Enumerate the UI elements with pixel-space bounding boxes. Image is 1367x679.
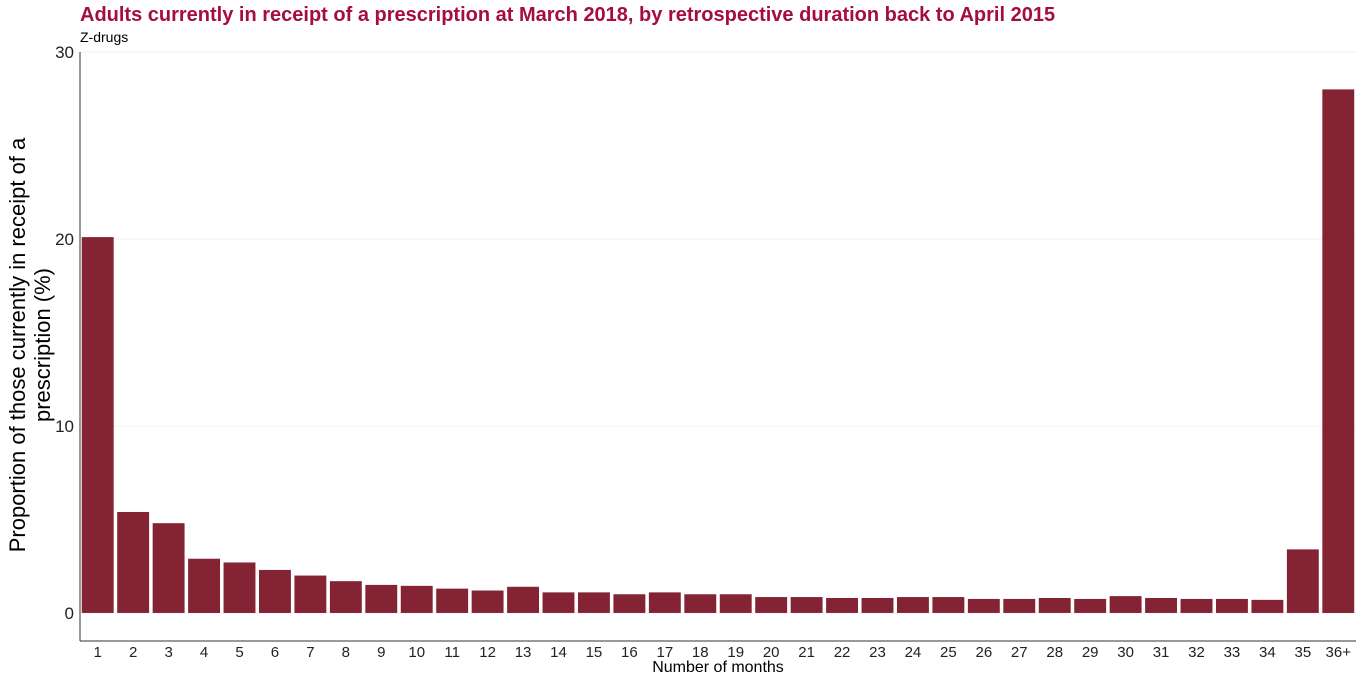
x-tick-label-13: 13 bbox=[515, 644, 532, 661]
x-tick-label-35: 35 bbox=[1294, 644, 1311, 661]
x-tick-label-18: 18 bbox=[692, 644, 709, 661]
x-tick-label-11: 11 bbox=[444, 644, 460, 661]
bar-21 bbox=[790, 597, 823, 613]
bar-3 bbox=[152, 523, 185, 613]
bar-8 bbox=[329, 581, 362, 613]
y-tick-label-30: 30 bbox=[55, 43, 74, 62]
bar-6 bbox=[258, 569, 291, 613]
bar-20 bbox=[755, 597, 788, 613]
x-tick-label-1: 1 bbox=[94, 644, 102, 661]
x-tick-label-36+: 36+ bbox=[1326, 644, 1352, 661]
bar-11 bbox=[436, 588, 469, 613]
x-tick-label-21: 21 bbox=[798, 644, 815, 661]
bar-19 bbox=[719, 594, 752, 613]
x-tick-label-3: 3 bbox=[164, 644, 172, 661]
bar-13 bbox=[507, 586, 540, 613]
bar-1 bbox=[81, 237, 114, 613]
x-tick-label-30: 30 bbox=[1117, 644, 1134, 661]
bar-25 bbox=[932, 597, 965, 613]
bar-26 bbox=[967, 598, 1000, 613]
bar-12 bbox=[471, 590, 504, 613]
bar-17 bbox=[648, 592, 681, 613]
x-tick-label-15: 15 bbox=[586, 644, 603, 661]
x-tick-label-29: 29 bbox=[1082, 644, 1099, 661]
x-tick-label-24: 24 bbox=[905, 644, 922, 661]
x-tick-label-5: 5 bbox=[235, 644, 243, 661]
x-tick-label-34: 34 bbox=[1259, 644, 1276, 661]
bar-4 bbox=[188, 558, 221, 613]
bar-27 bbox=[1003, 598, 1036, 613]
x-tick-label-22: 22 bbox=[834, 644, 851, 661]
bar-32 bbox=[1180, 598, 1213, 613]
x-tick-label-12: 12 bbox=[479, 644, 496, 661]
y-tick-label-10: 10 bbox=[55, 417, 74, 436]
x-tick-label-19: 19 bbox=[727, 644, 744, 661]
bar-24 bbox=[896, 597, 929, 613]
bars bbox=[81, 89, 1355, 613]
bar-36+ bbox=[1322, 89, 1355, 613]
axes bbox=[79, 52, 1356, 642]
x-tick-label-23: 23 bbox=[869, 644, 886, 661]
bar-10 bbox=[400, 585, 433, 613]
chart-subtitle: Z-drugs bbox=[80, 29, 129, 45]
x-tick-label-26: 26 bbox=[975, 644, 992, 661]
x-tick-label-17: 17 bbox=[656, 644, 673, 661]
bar-31 bbox=[1145, 597, 1178, 613]
bar-29 bbox=[1074, 598, 1107, 613]
chart-title: Adults currently in receipt of a prescri… bbox=[80, 4, 1056, 26]
bar-14 bbox=[542, 592, 575, 613]
x-tick-label-4: 4 bbox=[200, 644, 208, 661]
x-tick-label-16: 16 bbox=[621, 644, 638, 661]
x-tick-label-27: 27 bbox=[1011, 644, 1028, 661]
bar-5 bbox=[223, 562, 256, 613]
x-tick-label-7: 7 bbox=[306, 644, 314, 661]
x-axis-label: Number of months bbox=[652, 659, 784, 676]
bar-18 bbox=[684, 594, 717, 613]
x-tick-label-25: 25 bbox=[940, 644, 957, 661]
gridlines bbox=[80, 51, 1356, 614]
x-tick-label-20: 20 bbox=[763, 644, 780, 661]
bar-23 bbox=[861, 597, 894, 613]
x-tick-label-33: 33 bbox=[1224, 644, 1241, 661]
x-tick-label-32: 32 bbox=[1188, 644, 1205, 661]
bar-33 bbox=[1215, 598, 1248, 613]
x-tick-label-28: 28 bbox=[1046, 644, 1063, 661]
bar-15 bbox=[577, 592, 610, 613]
bar-7 bbox=[294, 575, 327, 613]
x-tick-label-8: 8 bbox=[342, 644, 350, 661]
x-tick-label-2: 2 bbox=[129, 644, 137, 661]
x-tick-label-31: 31 bbox=[1153, 644, 1170, 661]
bar-9 bbox=[365, 584, 398, 613]
bar-30 bbox=[1109, 596, 1142, 613]
bar-22 bbox=[826, 597, 859, 613]
x-tick-label-9: 9 bbox=[377, 644, 385, 661]
x-tick-label-14: 14 bbox=[550, 644, 567, 661]
y-tick-label-20: 20 bbox=[55, 230, 74, 249]
bar-2 bbox=[117, 511, 150, 613]
x-tick-label-10: 10 bbox=[408, 644, 425, 661]
bar-16 bbox=[613, 594, 646, 613]
bar-34 bbox=[1251, 599, 1284, 613]
y-tick-label-0: 0 bbox=[65, 604, 74, 623]
bar-35 bbox=[1286, 549, 1319, 613]
bar-28 bbox=[1038, 597, 1071, 613]
x-tick-label-6: 6 bbox=[271, 644, 279, 661]
